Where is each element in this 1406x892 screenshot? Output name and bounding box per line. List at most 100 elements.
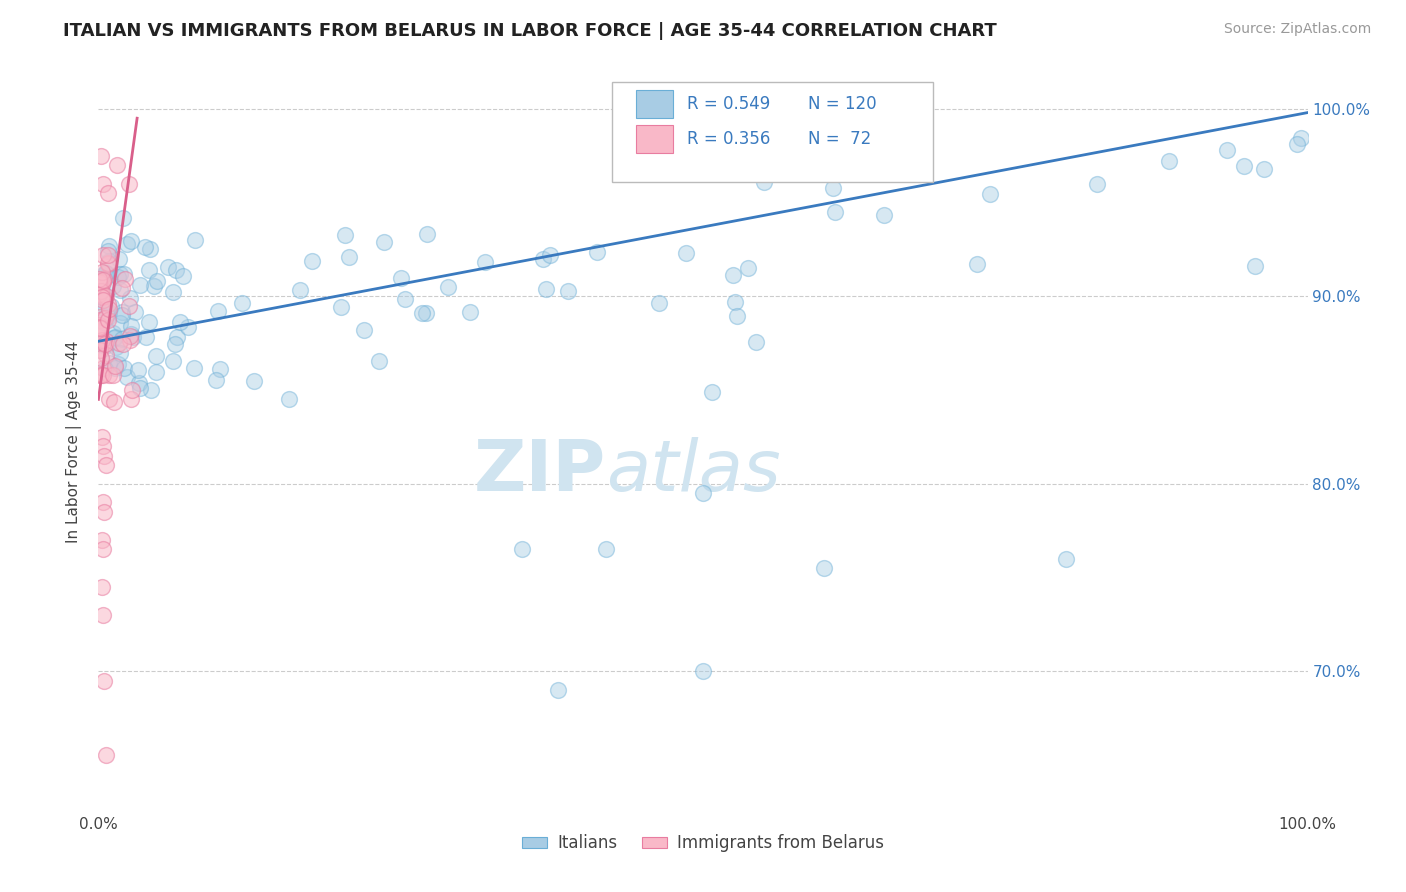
Bar (637, 90, 672, 118)
Point (737, 261, 759, 276)
Point (97, 355, 120, 369)
Point (411, 306, 433, 320)
Point (91, 368, 114, 382)
Point (97, 392, 120, 407)
Point (114, 271, 136, 285)
Point (100, 299, 122, 313)
Point (547, 682, 569, 697)
Point (97, 312, 120, 326)
Bar (637, 125, 672, 153)
Point (93, 673, 115, 688)
Point (169, 315, 191, 329)
Point (90, 149, 112, 163)
Point (394, 292, 416, 306)
Point (97, 186, 120, 201)
Point (162, 354, 184, 368)
Point (138, 315, 160, 329)
Point (97, 368, 120, 382)
Point (146, 274, 169, 288)
Point (97, 310, 120, 325)
Point (373, 235, 395, 249)
Point (979, 187, 1001, 202)
Point (94, 268, 117, 283)
Point (110, 332, 132, 346)
Point (103, 395, 125, 409)
Point (97, 248, 120, 262)
Point (104, 359, 127, 373)
Point (135, 330, 157, 344)
Point (534, 281, 557, 295)
Point (389, 271, 412, 285)
Text: ZIP: ZIP (474, 437, 606, 506)
Point (89, 277, 111, 291)
Point (93, 505, 115, 519)
FancyBboxPatch shape (613, 82, 932, 183)
Point (87, 304, 110, 318)
Point (692, 486, 714, 500)
Point (108, 252, 131, 267)
Point (207, 303, 229, 318)
Point (138, 262, 160, 277)
Point (91, 439, 114, 453)
Point (96, 267, 118, 281)
Text: Source: ZipAtlas.com: Source: ZipAtlas.com (1223, 22, 1371, 37)
Point (111, 211, 134, 225)
Point (94, 337, 117, 351)
Text: ITALIAN VS IMMIGRANTS FROM BELARUS IN LABOR FORCE | AGE 35-44 CORRELATION CHART: ITALIAN VS IMMIGRANTS FROM BELARUS IN LA… (63, 22, 997, 40)
Point (873, 208, 896, 222)
Point (87, 334, 110, 349)
Point (531, 252, 554, 266)
Point (91, 289, 114, 303)
Point (120, 392, 142, 406)
Point (110, 268, 132, 282)
Point (290, 283, 312, 297)
Point (821, 181, 844, 195)
Point (474, 254, 496, 268)
Point (98, 253, 121, 268)
Point (367, 354, 389, 368)
Point (101, 279, 124, 293)
Point (129, 277, 152, 292)
Point (111, 308, 134, 322)
Point (124, 305, 146, 319)
Point (415, 306, 437, 320)
Point (1054, 551, 1077, 566)
Point (112, 360, 135, 375)
Point (93, 272, 115, 286)
Point (120, 329, 142, 343)
Point (91, 264, 114, 278)
Point (87, 275, 110, 289)
Point (97, 244, 120, 258)
Point (183, 233, 205, 247)
Point (278, 392, 301, 406)
Point (89, 275, 111, 289)
Point (111, 336, 134, 351)
Point (1157, 154, 1180, 169)
Point (745, 334, 768, 349)
Point (94, 266, 117, 280)
Point (91, 360, 114, 375)
Point (111, 281, 134, 295)
Point (128, 376, 150, 391)
Point (91, 315, 114, 329)
Point (1216, 143, 1239, 157)
Point (101, 326, 124, 340)
Point (120, 291, 142, 305)
Point (165, 337, 187, 351)
Point (96, 297, 118, 311)
Point (724, 295, 747, 310)
Point (1085, 178, 1108, 192)
Point (108, 316, 131, 330)
Point (333, 228, 356, 243)
Point (648, 296, 671, 310)
Point (94, 748, 117, 763)
Point (127, 363, 149, 377)
Point (353, 323, 375, 337)
Point (97, 239, 120, 253)
Text: N = 120: N = 120 (808, 95, 877, 113)
Point (89, 272, 111, 286)
Point (107, 270, 129, 285)
Point (824, 205, 846, 219)
Point (91, 580, 114, 594)
Point (139, 383, 162, 397)
